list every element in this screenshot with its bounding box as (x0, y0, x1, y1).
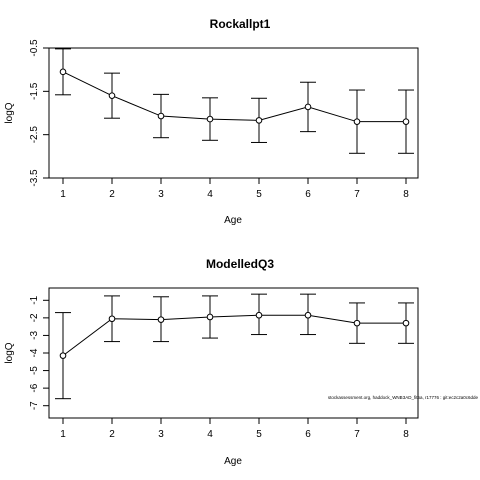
y-tick-label: -3 (29, 331, 40, 340)
data-point (157, 112, 165, 120)
x-axis-label: Age (224, 215, 242, 226)
x-tick-label: 8 (403, 189, 409, 200)
series-marks (55, 293, 414, 400)
x-tick-label: 1 (60, 429, 66, 440)
data-point (59, 352, 67, 359)
x-tick-label: 3 (158, 189, 164, 200)
x-tick-label: 8 (403, 429, 409, 440)
data-point (157, 316, 165, 323)
x-tick-label: 3 (158, 429, 164, 440)
x-tick-label: 5 (256, 189, 262, 200)
x-tick-label: 1 (60, 189, 66, 200)
data-point (402, 319, 410, 327)
data-point (59, 68, 67, 76)
chart-title: Rockallpt1 (210, 17, 271, 31)
data-point (353, 319, 361, 327)
panel-modelledq3: ModelledQ3 1 2 3 4 5 6 7 8 -1 -2 -3 -4 -5 -6 -7 stock… (4, 257, 478, 467)
y-axis: -0.5 -1.5 -2.5 -3.5 (29, 39, 49, 187)
y-axis-label: logQ (4, 102, 15, 123)
data-point (304, 311, 312, 319)
x-axis: 1 2 3 4 5 6 7 8 (60, 178, 409, 200)
data-point (304, 103, 312, 111)
x-tick-label: 5 (256, 429, 262, 440)
y-tick-label: -1.5 (29, 82, 40, 100)
data-point (255, 311, 263, 319)
data-point (255, 117, 263, 124)
series-marks (55, 48, 414, 154)
x-tick-label: 6 (305, 429, 311, 440)
x-tick-label: 4 (207, 429, 213, 440)
plot-annotation: stockassessment.org, haddock_WNB3AD_fit5… (328, 395, 479, 400)
panel-rockallpt1: Rockallpt1 1 2 3 4 5 6 7 8 -0.5 -1.5 -2.5 -3.5 Age… (4, 17, 419, 226)
y-tick-label: -0.5 (29, 39, 40, 57)
y-tick-label: -4 (29, 348, 40, 357)
data-point (108, 92, 116, 99)
y-axis-label: logQ (4, 342, 15, 363)
data-point (206, 313, 214, 321)
x-tick-label: 7 (354, 429, 360, 440)
y-tick-label: -3.5 (29, 169, 40, 187)
series-line (62, 314, 406, 357)
chart-title: ModelledQ3 (206, 257, 274, 271)
y-tick-label: -5 (29, 366, 40, 375)
x-tick-label: 6 (305, 189, 311, 200)
y-tick-label: -2 (29, 313, 40, 322)
x-tick-label: 7 (354, 189, 360, 200)
data-point (206, 115, 214, 123)
y-axis: -1 -2 -3 -4 -5 -6 -7 (29, 295, 49, 410)
data-point (402, 118, 410, 125)
plot-frame (48, 47, 419, 179)
x-axis: 1 2 3 4 5 6 7 8 (60, 418, 409, 440)
series-line (62, 71, 406, 123)
x-axis-label: Age (224, 456, 242, 467)
y-tick-label: -2.5 (29, 126, 40, 144)
y-tick-label: -1 (29, 295, 40, 304)
x-tick-label: 2 (109, 429, 115, 440)
y-tick-label: -7 (29, 401, 40, 410)
data-point (353, 118, 361, 125)
x-tick-label: 4 (207, 189, 213, 200)
y-tick-label: -6 (29, 383, 40, 392)
data-point (108, 315, 116, 323)
x-tick-label: 2 (109, 189, 115, 200)
